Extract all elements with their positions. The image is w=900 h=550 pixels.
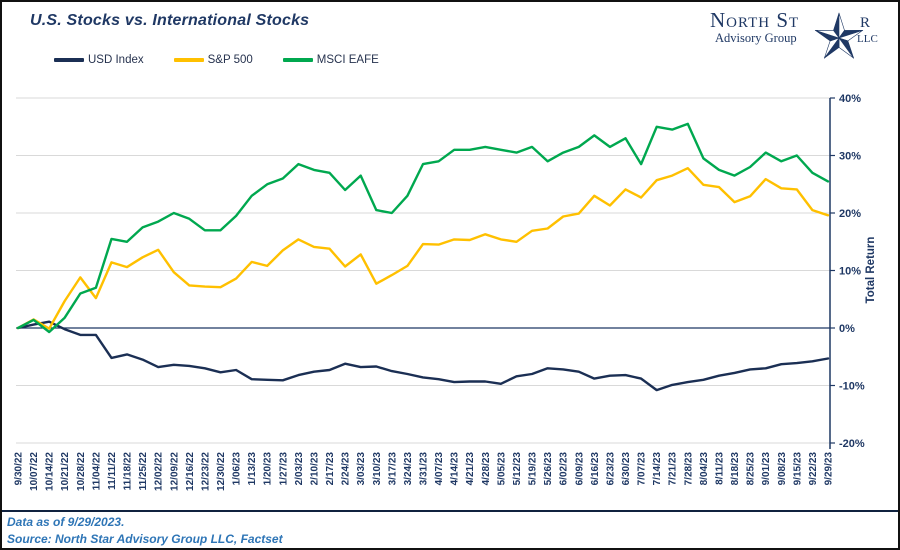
star-icon [814,12,864,59]
x-tick-label: 3/31/23 [419,452,430,486]
x-tick-label: 2/24/23 [341,452,352,486]
x-tick-label: 2/17/23 [325,452,336,486]
legend-item-sp500: S&P 500 [173,54,253,66]
legend-item-usd-index: USD Index [54,54,144,66]
x-tick-label: 9/15/23 [792,452,803,486]
x-tick-label: 7/07/23 [637,452,648,486]
legend: USD Index S&P 500 MSCI EAFE [54,54,379,66]
x-tick-label: 8/11/23 [714,452,725,485]
logo-name-left: North St [710,8,800,32]
legend-label-sp500: S&P 500 [207,54,253,66]
y-tick-label: 20% [839,208,861,220]
legend-swatch-msci-eafe [282,58,313,62]
legend-label-usd-index: USD Index [88,54,144,66]
x-tick-label: 2/03/23 [294,452,305,486]
logo-name-right: r [860,8,871,32]
x-tick-label: 4/14/23 [450,452,461,486]
footer-divider [2,510,898,512]
y-tick-label: 40% [839,93,861,105]
series-line-usd-index [16,320,830,392]
x-tick-label: 1/20/23 [263,452,274,486]
x-tick-label: 12/09/22 [169,452,180,491]
x-tick-label: 6/30/23 [621,452,632,486]
source-note: Source: North Star Advisory Group LLC, F… [7,532,283,546]
y-tick-label: 30% [839,151,861,163]
x-tick-label: 9/22/23 [808,452,819,486]
x-tick-label: 6/16/23 [590,452,601,486]
x-tick-label: 10/28/22 [76,452,87,491]
y-tick-label: 0% [839,323,855,335]
legend-label-msci-eafe: MSCI EAFE [316,54,379,66]
chart-title: U.S. Stocks vs. International Stocks [30,12,310,29]
x-tick-label: 11/11/22 [107,452,118,490]
logo-llc: LLC [857,33,878,45]
legend-swatch-sp500 [173,58,204,62]
x-tick-label: 12/23/22 [200,452,211,491]
x-tick-label: 6/09/23 [574,452,585,486]
x-tick-label: 1/13/23 [247,452,258,486]
x-tick-label: 7/21/23 [668,452,679,486]
data-as-of-note: Data as of 9/29/2023. [7,515,125,529]
series-line-s-p-500 [16,167,830,330]
x-tick-label: 10/21/22 [60,452,71,491]
x-tick-label: 6/23/23 [605,452,616,486]
x-tick-label: 8/18/23 [730,452,741,486]
x-tick-label: 9/30/22 [14,452,25,486]
x-tick-label: 9/01/23 [761,452,772,486]
legend-item-msci-eafe: MSCI EAFE [282,54,379,66]
x-tick-label: 11/18/22 [123,452,134,491]
x-tick-label: 3/10/23 [372,452,383,486]
x-tick-label: 8/25/23 [746,452,757,486]
logo-subtitle: Advisory Group [715,31,797,45]
x-tick-label: 9/08/23 [777,452,788,486]
x-tick-label: 3/03/23 [356,452,367,486]
x-tick-label: 5/05/23 [496,452,507,486]
y-tick-label: -10% [839,381,865,393]
y-tick-label: 10% [839,266,861,278]
x-tick-label: 9/29/23 [824,452,835,486]
x-tick-label: 6/02/23 [559,452,570,486]
x-tick-label: 11/04/22 [91,452,102,491]
x-tick-label: 3/17/23 [387,452,398,486]
x-tick-label: 11/25/22 [138,452,149,491]
x-tick-label: 12/02/22 [154,452,165,491]
x-tick-label: 5/12/23 [512,452,523,486]
x-tick-label: 1/27/23 [278,452,289,486]
series-line-msci-eafe [16,122,830,334]
x-tick-label: 3/24/23 [403,452,414,486]
x-tick-label: 10/14/22 [45,452,56,491]
x-tick-label: 4/28/23 [481,452,492,486]
x-tick-label: 5/26/23 [543,452,554,486]
north-star-logo: North St r Advisory Group LLC [710,8,888,74]
x-tick-label: 12/16/22 [185,452,196,491]
legend-swatch-usd-index [54,58,84,62]
x-tick-label: 8/04/23 [699,452,710,486]
x-tick-label: 4/07/23 [434,452,445,486]
y-axis-title: Total Return [865,237,877,304]
x-tick-label: 7/28/23 [683,452,694,486]
x-tick-label: 4/21/23 [465,452,476,486]
x-tick-label: 2/10/23 [309,452,320,486]
x-tick-label: 5/19/23 [528,452,539,486]
x-tick-label: 12/30/22 [216,452,227,491]
y-tick-label: -20% [839,438,865,450]
x-tick-label: 1/06/23 [232,452,243,486]
x-tick-label: 10/07/22 [29,452,40,491]
x-tick-label: 7/14/23 [652,452,663,486]
